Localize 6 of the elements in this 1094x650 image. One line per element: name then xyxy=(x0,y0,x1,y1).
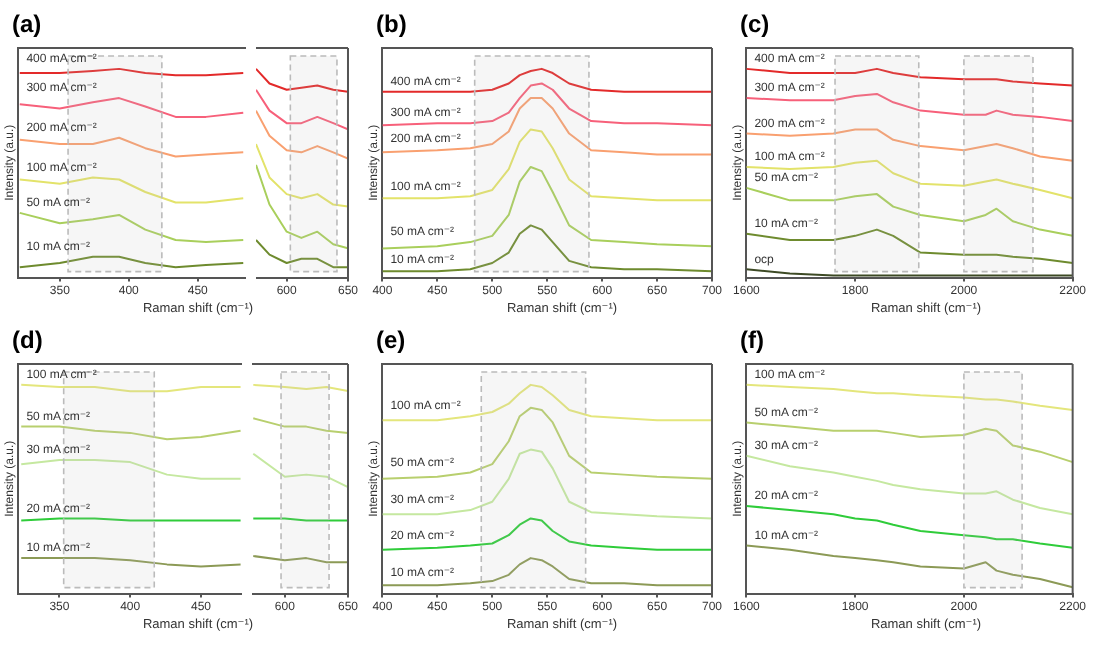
chart-title: (e) xyxy=(374,324,408,356)
chart-title: (c) xyxy=(738,8,772,40)
chart-title: (a) xyxy=(10,8,44,40)
chart-title: (d) xyxy=(10,324,45,356)
chart-title: (f) xyxy=(738,324,766,356)
chart-title: (b) xyxy=(374,8,409,40)
